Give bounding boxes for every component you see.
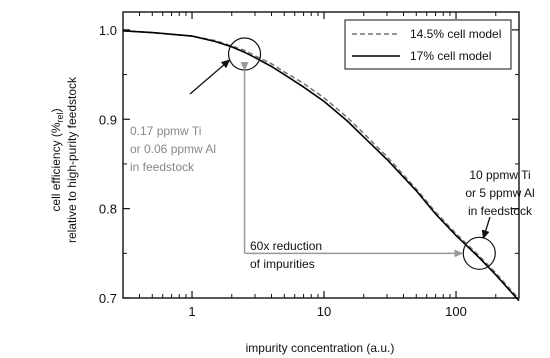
y-tick-label: 0.8 [99,202,117,217]
x-axis-label: impurity concentration (a.u.) [246,341,395,355]
annotation-reduction-line-1: of impurities [250,257,315,271]
x-tick-label: 10 [317,304,331,319]
highlight-circle-low [227,37,262,71]
annotation-high-line-0: 10 ppmw Ti [469,168,530,182]
y-tick-label: 0.9 [99,112,117,127]
annotation-low-line-0: 0.17 ppmw Ti [130,124,201,138]
legend-box [344,19,512,70]
legend-label-0: 14.5% cell model [410,27,501,41]
y-axis-label-line2: relative to high-purity feedstock [65,76,79,243]
x-tick-label: 1 [188,304,195,319]
annotation-low-line-2: in feedstock [130,160,195,174]
highlight-circle-high [462,236,496,270]
series-line-0 [122,30,520,300]
y-axis-label-line1: cell efficiency (%rel) [49,108,65,211]
legend-label-1: 17% cell model [410,49,491,63]
plot-frame [122,11,520,299]
axis-ticks [122,12,519,299]
chart-series [122,30,520,302]
pointer-arrow-low [189,59,231,95]
axis-tick-labels: 1 10 100 0.7 0.8 0.9 1.0 [99,23,467,319]
annotation-high-line-1: or 5 ppmw Al [465,186,534,200]
series-line-1 [122,30,520,302]
annotations: 0.17 ppmw Ti or 0.06 ppmw Al in feedstock 1… [130,37,535,271]
y-tick-label: 1.0 [99,23,117,38]
legend: 14.5% cell model 17% cell model [344,19,512,70]
pointer-arrow-high [481,216,491,240]
annotation-low-line-1: or 0.06 ppmw Al [130,142,216,156]
annotation-reduction-line-0: 60x reduction [250,239,322,253]
y-tick-label: 0.7 [99,291,117,306]
annotation-high-line-2: in feedstock [468,204,533,218]
x-tick-label: 100 [445,304,467,319]
